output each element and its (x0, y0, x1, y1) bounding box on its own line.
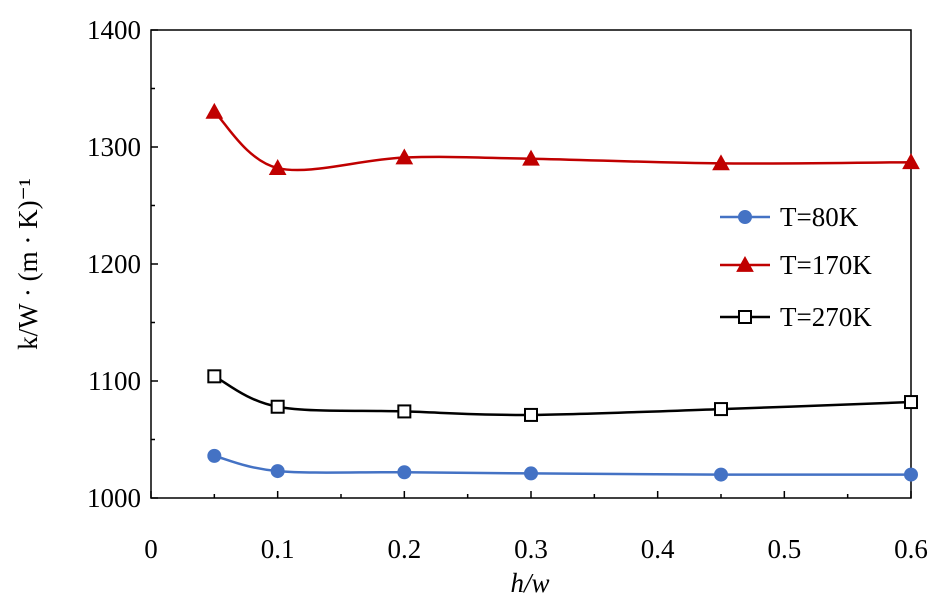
data-point (904, 395, 918, 410)
x-tick-label: 0.6 (894, 534, 928, 564)
data-point (524, 466, 538, 481)
legend-marker (738, 210, 752, 224)
series-line (213, 375, 912, 417)
y-tick-label: 1100 (88, 366, 141, 396)
data-point (902, 153, 920, 170)
x-tick-label: 0.4 (641, 534, 675, 564)
data-point (714, 402, 728, 417)
data-point (268, 159, 287, 175)
legend-item: T=80K (720, 202, 859, 232)
series-1 (207, 448, 918, 482)
data-point (270, 464, 285, 479)
legend-item: T=270K (720, 302, 872, 332)
series-2 (205, 102, 920, 175)
legend-label: T=270K (780, 302, 872, 332)
series-line (213, 110, 912, 172)
y-axis-title: k/W · (m · K)⁻¹ (13, 178, 43, 350)
data-point (397, 404, 412, 419)
series-3 (207, 369, 918, 422)
legend-marker (736, 255, 754, 272)
legend-label: T=80K (780, 202, 859, 232)
series-layer (205, 102, 920, 482)
x-tick-label: 0.5 (767, 534, 801, 564)
data-point (205, 102, 224, 119)
data-point (397, 465, 412, 480)
y-tick-label: 1000 (87, 483, 141, 513)
data-point (522, 149, 540, 166)
y-tick-label: 1400 (87, 15, 141, 45)
y-tick-label: 1200 (87, 249, 141, 279)
y-tick-label: 1300 (87, 132, 141, 162)
x-tick-label: 0 (144, 534, 158, 564)
x-tick-label: 0.2 (387, 534, 421, 564)
data-point (395, 148, 414, 165)
x-tick-label: 0.1 (261, 534, 295, 564)
data-point (714, 467, 728, 482)
legend: T=80K T=170K T=270K (720, 202, 872, 332)
axes: 1000 1100 1200 1300 1400 0 0.1 0.2 0.3 0.4 0.5 0.6 (87, 15, 928, 564)
data-point (524, 407, 538, 422)
x-tick-label: 0.3 (514, 534, 548, 564)
series-line (214, 454, 912, 476)
legend-marker (738, 310, 752, 324)
data-point (207, 448, 222, 463)
legend-item: T=170K (720, 250, 872, 280)
x-axis-title: h/w (510, 568, 549, 598)
data-point (904, 467, 918, 482)
data-point (712, 154, 730, 171)
data-point (270, 399, 285, 414)
legend-label: T=170K (780, 250, 872, 280)
data-point (207, 369, 222, 384)
